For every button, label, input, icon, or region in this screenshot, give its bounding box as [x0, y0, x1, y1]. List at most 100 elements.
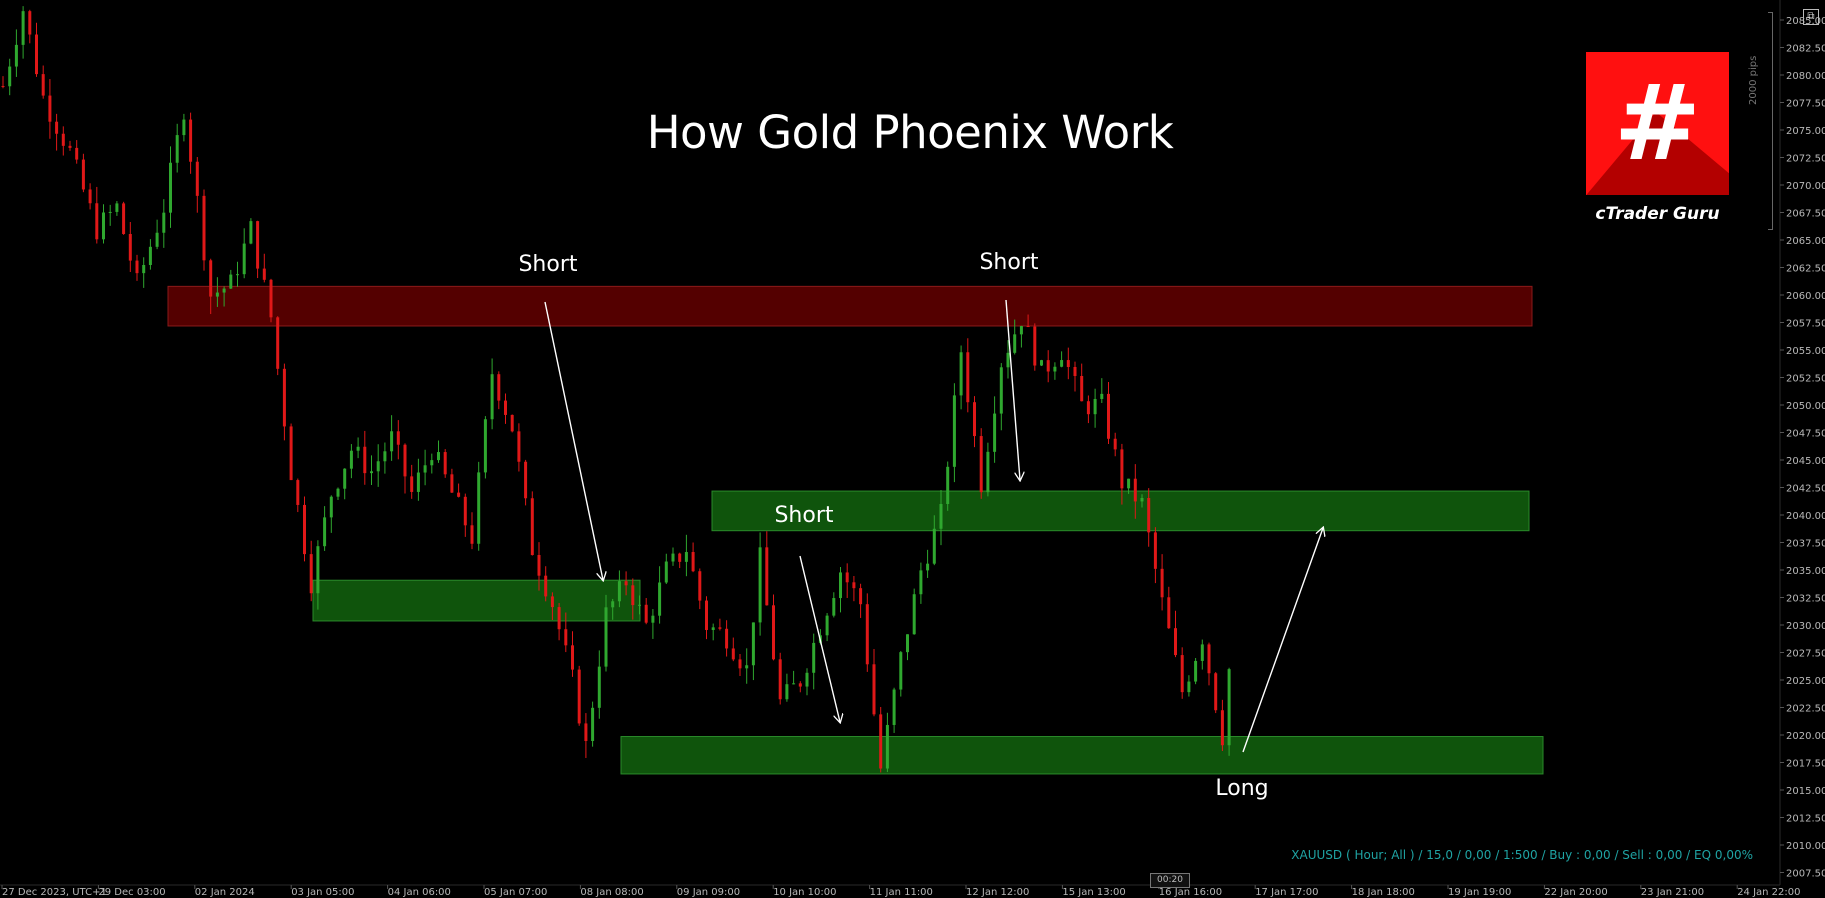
candle-body: [537, 555, 541, 576]
candle-body: [952, 395, 956, 467]
candle-body: [323, 517, 327, 547]
pips-label: 2000 pips: [1748, 55, 1759, 105]
candle-body: [182, 119, 186, 136]
candle-body: [262, 268, 266, 280]
candle-body: [1053, 366, 1057, 372]
candle-body: [1080, 376, 1084, 402]
candle-body: [1214, 673, 1218, 711]
candle-body: [81, 159, 85, 190]
candle-body: [638, 604, 641, 606]
price-tick-label: 2040.00: [1786, 511, 1825, 522]
price-tick-label: 2037.50: [1786, 539, 1825, 550]
candle-body: [986, 451, 990, 493]
candle-body: [926, 563, 930, 571]
candle-body: [282, 368, 286, 427]
time-tick-label: 24 Jan 22:00: [1737, 887, 1800, 898]
price-tick-label: 2055.00: [1786, 346, 1825, 357]
candle-body: [591, 707, 595, 742]
candle-body: [691, 552, 695, 572]
candle-body: [1153, 532, 1157, 569]
candle-body: [303, 504, 306, 555]
annotation-label-3: Long: [1215, 776, 1268, 801]
candle-body: [256, 221, 260, 269]
zones-layer: [167, 285, 1544, 775]
candle-body: [852, 582, 856, 589]
price-tick-label: 2015.00: [1786, 786, 1825, 797]
price-tick-label: 2045.00: [1786, 456, 1825, 467]
candle-body: [115, 203, 119, 212]
support-zone-1: [711, 490, 1530, 532]
candle-body: [1160, 568, 1164, 598]
candle-body: [1140, 497, 1144, 502]
arrows-layer: [544, 299, 1323, 753]
candle-body: [557, 607, 561, 630]
popout-icon[interactable]: ⧉: [1803, 9, 1819, 25]
time-tick-label: 19 Jan 19:00: [1448, 887, 1511, 898]
time-tick-label: 18 Jan 18:00: [1352, 887, 1415, 898]
candle-body: [845, 572, 849, 583]
candle-body: [711, 627, 715, 630]
candle-body: [169, 162, 172, 213]
candle-body: [28, 11, 32, 35]
price-tick-label: 2075.00: [1786, 126, 1825, 137]
candle-body: [785, 684, 789, 700]
candle-body: [684, 552, 688, 562]
candle-body: [524, 461, 528, 499]
price-tick-label: 2050.00: [1786, 401, 1825, 412]
candle-body: [584, 723, 588, 742]
time-tick-label: 10 Jan 10:00: [773, 887, 836, 898]
candle-body: [155, 232, 159, 247]
candle-body: [1086, 401, 1090, 415]
time-axis[interactable]: 27 Dec 2023, UTC+129 Dec 03:00 02 Jan 202…: [1, 885, 1801, 898]
candle-body: [872, 664, 876, 715]
candle-body: [899, 652, 903, 690]
candle-body: [859, 588, 863, 605]
price-tick-label: 2060.00: [1786, 291, 1825, 302]
candle-body: [95, 203, 99, 240]
candle-body: [564, 629, 568, 646]
price-tick-label: 2072.50: [1786, 154, 1825, 165]
resistance-zone-0: [167, 285, 1533, 327]
candle-body: [1100, 393, 1104, 399]
candle-body: [35, 34, 38, 75]
candle-body: [544, 575, 548, 597]
candle-body: [698, 571, 702, 601]
candle-body: [1133, 478, 1137, 502]
time-tick-label: 03 Jan 05:00: [291, 887, 354, 898]
price-tick-label: 2065.00: [1786, 236, 1825, 247]
candle-body: [946, 466, 950, 505]
candle-body: [597, 666, 601, 708]
candle-body: [865, 604, 869, 665]
time-tick-label: 29 Dec 03:00: [98, 887, 165, 898]
candle-body: [437, 452, 440, 461]
candle-body: [731, 648, 735, 660]
candle-body: [631, 585, 635, 606]
candle-body: [289, 426, 293, 481]
time-tick-label: 16 Jan 16:00: [1159, 887, 1222, 898]
candle-body: [879, 714, 883, 769]
candle-body: [1147, 497, 1151, 533]
candle-body: [370, 471, 373, 474]
candle-body: [1019, 326, 1023, 335]
candle-body: [973, 402, 976, 437]
candle-body: [497, 374, 501, 401]
price-tick-label: 2052.50: [1786, 374, 1825, 385]
time-tick-label: 27 Dec 2023, UTC+1: [2, 887, 107, 898]
candle-body: [1200, 644, 1204, 661]
candle-body: [316, 546, 320, 594]
candle-body: [751, 622, 755, 666]
candle-body: [658, 582, 662, 616]
candle-body: [885, 724, 889, 769]
price-tick-label: 2032.50: [1786, 594, 1825, 605]
price-axis[interactable]: 2085.00 2082.50 2080.00 2077.50 2075.00 2072.…: [1780, 16, 1825, 880]
candle-body: [959, 352, 963, 396]
short-arrow-2: [799, 555, 840, 722]
candle-body: [477, 472, 481, 544]
time-tick-label: 23 Jan 21:00: [1641, 887, 1704, 898]
price-tick-label: 2080.00: [1786, 71, 1825, 82]
time-tick-label: 02 Jan 2024: [195, 887, 255, 898]
chart-title: How Gold Phoenix Work: [646, 106, 1174, 159]
candle-body: [1174, 628, 1177, 656]
candle-body: [162, 212, 166, 233]
